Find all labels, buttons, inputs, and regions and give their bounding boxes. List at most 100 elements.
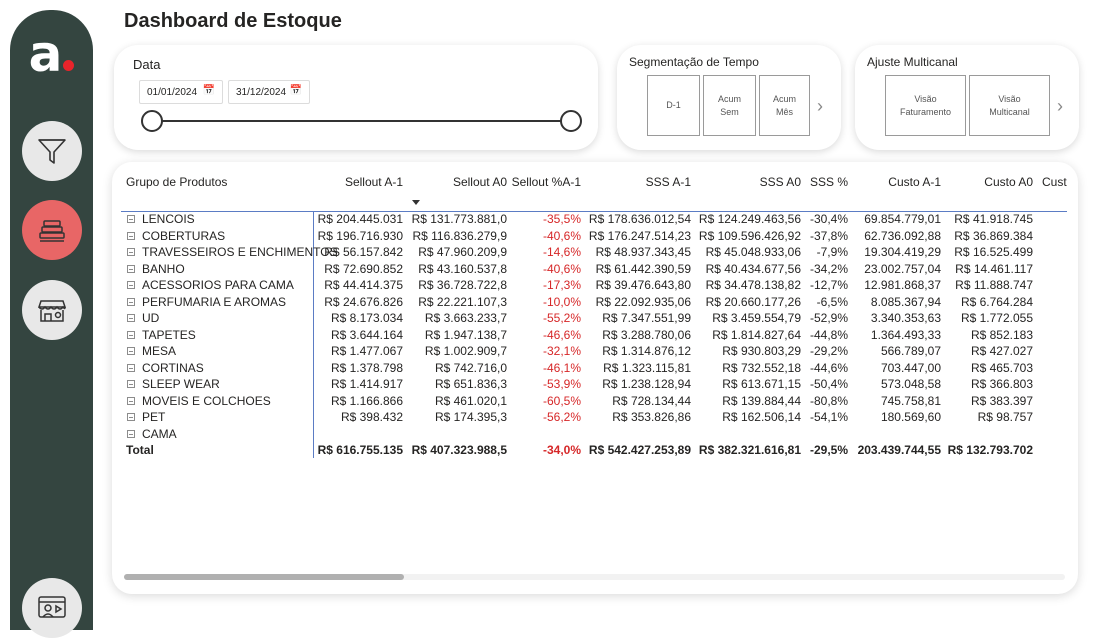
table-row[interactable]: CORTINAS R$ 1.378.798 R$ 742.716,0 -46,1% R$…: [121, 360, 1067, 377]
expand-row-icon[interactable]: [127, 281, 135, 289]
table-cell: R$ 24.676.826: [324, 294, 403, 309]
table-cell: R$ 1.238.128,94: [602, 377, 691, 391]
column-header[interactable]: Sellout %A-1: [511, 175, 581, 189]
table-cell: 12.981.868,37: [864, 278, 941, 292]
expand-row-icon[interactable]: [127, 347, 135, 355]
time-option-acum-mes[interactable]: Acum Mês: [759, 75, 810, 136]
column-header[interactable]: SSS A0: [759, 175, 801, 189]
table-cell: -53,9%: [542, 377, 581, 391]
row-label: ACESSORIOS PARA CAMA: [142, 278, 294, 292]
table-cell: -29,2%: [809, 344, 848, 358]
stock-nav-button[interactable]: [22, 200, 82, 260]
column-header[interactable]: Sellout A-1: [344, 175, 403, 189]
end-date-value: 31/12/2024: [236, 87, 287, 98]
horizontal-scrollbar[interactable]: [124, 574, 1065, 580]
row-label: CAMA: [142, 426, 177, 441]
table-cell: R$ 14.461.117: [955, 261, 1033, 276]
store-nav-button[interactable]: [22, 280, 82, 340]
expand-row-icon[interactable]: [127, 215, 135, 223]
multichannel-option-multicanal[interactable]: Visão Multicanal: [969, 75, 1050, 136]
multichannel-option-label-2: Faturamento: [899, 106, 952, 117]
column-header[interactable]: Custo A-1: [888, 175, 941, 189]
expand-row-icon[interactable]: [127, 429, 135, 438]
column-header[interactable]: Sellout A0: [452, 175, 507, 189]
table-row[interactable]: PET R$ 398.432 R$ 174.395,3 -56,2% R$ 353.82…: [121, 409, 1067, 426]
expand-row-icon[interactable]: [127, 231, 135, 240]
table-row[interactable]: ACESSORIOS PARA CAMA R$ 44.414.375 R$ 36.7…: [121, 277, 1067, 294]
table-cell: -34,0%: [542, 443, 581, 457]
time-option-acum-sem[interactable]: Acum Sem: [703, 75, 756, 136]
table-cell: R$ 44.414.375: [324, 278, 403, 292]
presentation-nav-button[interactable]: [22, 578, 82, 638]
header-divider: [121, 211, 1067, 212]
date-range-start-handle[interactable]: [141, 110, 163, 132]
expand-row-icon[interactable]: [127, 297, 135, 306]
table-cell: R$ 1.166.866: [330, 393, 403, 408]
table-row[interactable]: UD R$ 8.173.034 R$ 3.663.233,7 -55,2% R$ 7.3…: [121, 310, 1067, 327]
end-date-input[interactable]: 31/12/2024 📅: [228, 80, 310, 104]
table-row[interactable]: MOVEIS E COLCHOES R$ 1.166.866 R$ 461.020,…: [121, 393, 1067, 410]
table-cell: -46,1%: [542, 360, 581, 375]
table-row[interactable]: CAMA: [121, 426, 1067, 443]
table-cell: -55,2%: [542, 311, 581, 325]
row-label: CORTINAS: [142, 360, 204, 375]
start-date-value: 01/01/2024: [147, 87, 198, 98]
table-cell: -10,0%: [542, 294, 581, 309]
table-row[interactable]: TRAVESSEIROS E ENCHIMENTOS R$ 56.157.842 R…: [121, 244, 1067, 261]
brand-logo: a: [10, 29, 93, 79]
table-cell: 8.085.367,94: [870, 294, 941, 309]
column-header[interactable]: Grupo de Produtos: [126, 175, 228, 189]
table-cell: R$ 542.427.253,89: [588, 443, 691, 457]
table-cell: R$ 427.027: [970, 344, 1033, 358]
table-row[interactable]: LENCOIS R$ 204.445.031 R$ 131.773.881,0 -35…: [121, 211, 1067, 228]
start-date-input[interactable]: 01/01/2024 📅: [139, 80, 223, 104]
table-cell: R$ 204.445.031: [317, 212, 403, 226]
filter-nav-button[interactable]: [22, 121, 82, 181]
expand-row-icon[interactable]: [127, 330, 135, 339]
time-option-d1[interactable]: D-1: [647, 75, 700, 136]
table-total-row[interactable]: Total R$ 616.755.135 R$ 407.323.988,5 -34,0…: [121, 442, 1067, 459]
table-cell: -56,2%: [542, 410, 581, 424]
time-option-label-2: Mês: [775, 106, 793, 117]
column-header[interactable]: SSS %: [809, 175, 848, 189]
table-cell: -37,8%: [809, 228, 848, 243]
table-row[interactable]: PERFUMARIA E AROMAS R$ 24.676.826 R$ 22.22…: [121, 294, 1067, 311]
table-cell: R$ 3.644.164: [330, 327, 403, 342]
multichannel-option-label-2: Multicanal: [989, 106, 1030, 117]
row-label: SLEEP WEAR: [142, 377, 220, 391]
table-cell: R$ 1.378.798: [330, 360, 403, 375]
chevron-right-icon[interactable]: ›: [1057, 96, 1063, 116]
table-cell: R$ 8.173.034: [330, 311, 403, 325]
date-range-track[interactable]: [153, 120, 571, 122]
table-cell: -40,6%: [542, 228, 581, 243]
table-cell: R$ 72.690.852: [324, 261, 403, 276]
chevron-right-icon[interactable]: ›: [817, 96, 823, 116]
table-row[interactable]: BANHO R$ 72.690.852 R$ 43.160.537,8 -40,6% R…: [121, 261, 1067, 278]
column-header[interactable]: Custo A0: [984, 175, 1033, 189]
expand-row-icon[interactable]: [127, 413, 135, 421]
table-row[interactable]: SLEEP WEAR R$ 1.414.917 R$ 651.836,3 -53,9%…: [121, 376, 1067, 393]
table-cell: R$ 1.323.115,81: [603, 360, 691, 375]
expand-row-icon[interactable]: [127, 380, 135, 388]
table-cell: -6,5%: [816, 294, 848, 309]
expand-row-icon[interactable]: [127, 264, 135, 273]
multichannel-option-label-1: Visão: [998, 93, 1021, 104]
expand-row-icon[interactable]: [127, 314, 135, 322]
table-row[interactable]: TAPETES R$ 3.644.164 R$ 1.947.138,7 -46,6% R…: [121, 327, 1067, 344]
expand-row-icon[interactable]: [127, 396, 135, 405]
multichannel-option-label-1: Visão: [914, 93, 937, 104]
expand-row-icon[interactable]: [127, 248, 135, 256]
row-label: TAPETES: [142, 327, 196, 342]
column-header[interactable]: Custo: [1042, 175, 1067, 189]
table-cell: R$ 1.814.827,64: [712, 327, 801, 342]
matrix-table[interactable]: Grupo de Produtos Sellout A-1 Sellout A0…: [121, 168, 1067, 468]
multichannel-label: Ajuste Multicanal: [867, 55, 958, 69]
horizontal-scrollbar-thumb[interactable]: [124, 574, 404, 580]
multichannel-option-faturamento[interactable]: Visão Faturamento: [885, 75, 966, 136]
table-row[interactable]: MESA R$ 1.477.067 R$ 1.002.909,7 -32,1% R$ 1…: [121, 343, 1067, 360]
column-header[interactable]: SSS A-1: [645, 175, 691, 189]
date-range-end-handle[interactable]: [560, 110, 582, 132]
expand-row-icon[interactable]: [127, 363, 135, 372]
table-cell: R$ 47.960.209,9: [418, 245, 507, 259]
table-row[interactable]: COBERTURAS R$ 196.716.930 R$ 116.836.279,9…: [121, 228, 1067, 245]
